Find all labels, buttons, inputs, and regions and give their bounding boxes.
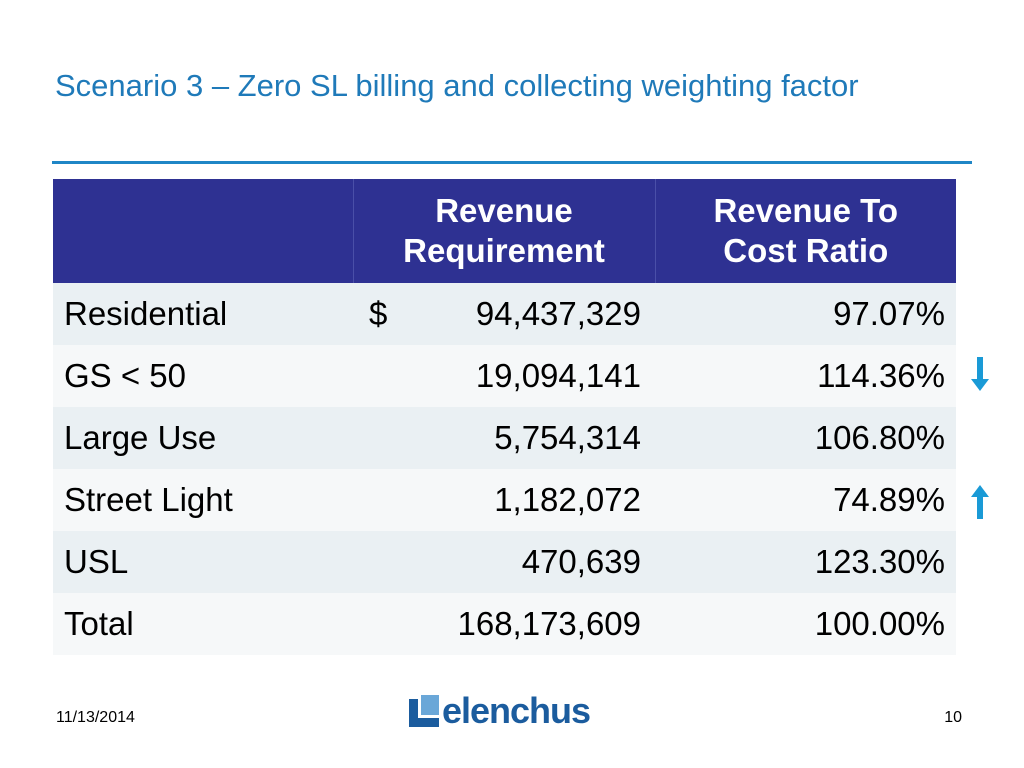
revenue-value: 1,182,072	[494, 481, 641, 518]
revenue-requirement-cell: 5,754,314	[353, 407, 679, 469]
table-header-row: Revenue Requirement Revenue To Cost Ratio	[53, 179, 956, 283]
revenue-requirement-cell: $94,437,329	[353, 283, 679, 345]
header-rate-class	[53, 179, 353, 283]
ratio-value: 97.07%	[833, 295, 945, 332]
revenue-value: 168,173,609	[457, 605, 641, 642]
revenue-table: Revenue Requirement Revenue To Cost Ratio …	[53, 179, 989, 655]
revenue-requirement-cell: 19,094,141	[353, 345, 679, 407]
rate-class-cell: GS < 50	[53, 345, 353, 407]
rate-class-cell: Residential	[53, 283, 353, 345]
arrow-up-icon	[971, 485, 989, 519]
ratio-value: 106.80%	[814, 419, 945, 456]
logo-text: elenchus	[442, 690, 591, 731]
revenue-value: 470,639	[521, 543, 641, 580]
ratio-value: 123.30%	[814, 543, 945, 580]
revenue-to-cost-ratio-cell: 123.30%	[655, 531, 956, 593]
slide-date: 11/13/2014	[56, 709, 135, 726]
table-row: GS < 50 19,094,141 114.36%	[53, 345, 989, 407]
rate-class-cell: USL	[53, 531, 353, 593]
rate-class-cell: Total	[53, 593, 353, 655]
page-number: 10	[944, 709, 962, 726]
revenue-requirement-cell: 1,182,072	[353, 469, 679, 531]
revenue-requirement-cell: 168,173,609	[353, 593, 655, 655]
table-row: Large Use 5,754,314 106.80%	[53, 407, 956, 469]
slide-title: Scenario 3 – Zero SL billing and collect…	[55, 68, 859, 103]
revenue-to-cost-ratio-cell: 114.36%	[655, 345, 989, 407]
revenue-to-cost-ratio-cell: 97.07%	[655, 283, 956, 345]
currency-symbol: $	[369, 295, 388, 332]
arrow-down-icon	[971, 357, 989, 391]
revenue-value: 94,437,329	[475, 295, 641, 332]
revenue-to-cost-ratio-cell: 106.80%	[655, 407, 956, 469]
revenue-requirement-cell: 470,639	[353, 531, 655, 593]
revenue-to-cost-ratio-cell: 74.89%	[655, 469, 989, 531]
title-divider	[52, 161, 972, 164]
ratio-value: 74.89%	[833, 481, 945, 518]
rate-class-cell: Large Use	[53, 407, 353, 469]
table-row: USL 470,639 123.30%	[53, 531, 956, 593]
revenue-value: 19,094,141	[475, 357, 641, 394]
revenue-value: 5,754,314	[494, 419, 641, 456]
logo-mark-icon	[409, 695, 439, 727]
elenchus-logo: elenchus	[409, 689, 591, 733]
header-revenue-requirement: Revenue Requirement	[352, 179, 655, 283]
ratio-value: 100.00%	[814, 605, 945, 642]
table-row: Residential $94,437,329 97.07%	[53, 283, 956, 345]
revenue-to-cost-ratio-cell: 100.00%	[655, 593, 956, 655]
header-revenue-to-cost-ratio: Revenue To Cost Ratio	[654, 179, 956, 283]
table-row: Street Light 1,182,072 74.89%	[53, 469, 989, 531]
rate-class-cell: Street Light	[53, 469, 353, 531]
table-row: Total 168,173,609 100.00%	[53, 593, 956, 655]
ratio-value: 114.36%	[817, 357, 945, 394]
